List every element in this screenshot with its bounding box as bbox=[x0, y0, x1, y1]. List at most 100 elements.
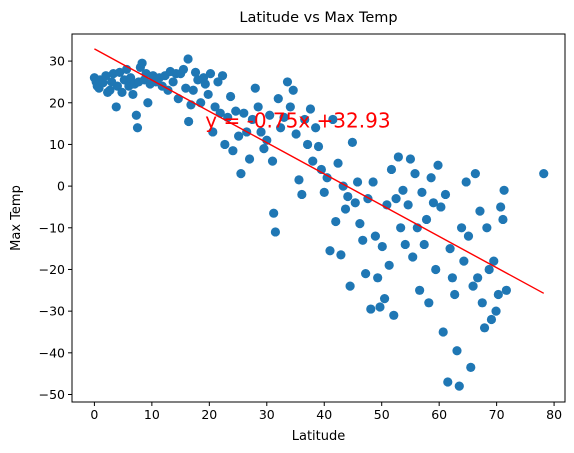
data-point bbox=[405, 154, 416, 164]
data-point bbox=[436, 202, 446, 212]
data-point bbox=[350, 198, 360, 208]
data-point bbox=[479, 323, 490, 333]
data-point bbox=[322, 173, 332, 183]
y-tick-label: 0 bbox=[57, 179, 65, 194]
data-point bbox=[297, 189, 307, 200]
data-point bbox=[368, 177, 378, 187]
data-point bbox=[352, 177, 363, 187]
data-point bbox=[456, 223, 467, 233]
data-point bbox=[345, 281, 355, 291]
x-tick-label: 50 bbox=[374, 407, 390, 422]
chart-title: Latitude vs Max Temp bbox=[239, 10, 397, 26]
y-tick-label: −20 bbox=[39, 262, 65, 277]
data-point bbox=[440, 189, 451, 200]
data-point bbox=[265, 110, 275, 120]
data-point bbox=[386, 164, 397, 175]
data-point bbox=[117, 87, 127, 97]
data-point bbox=[489, 256, 499, 266]
data-point bbox=[447, 273, 457, 283]
data-point bbox=[236, 169, 246, 179]
data-point bbox=[459, 256, 469, 266]
data-point bbox=[225, 91, 236, 102]
data-point bbox=[331, 216, 341, 227]
data-point bbox=[491, 306, 501, 316]
data-point bbox=[115, 67, 125, 77]
data-point bbox=[499, 185, 509, 195]
data-point bbox=[288, 85, 298, 95]
data-point bbox=[347, 137, 357, 147]
regression-line bbox=[94, 48, 545, 294]
data-point bbox=[256, 127, 266, 137]
data-point bbox=[137, 58, 147, 68]
ticks: 0 10 20 30 40 50 60 70 80 −50 −40 −30 −20 −10 0 10 20 30 bbox=[39, 54, 562, 422]
data-point bbox=[415, 285, 425, 295]
data-point bbox=[173, 94, 183, 104]
scatter-points bbox=[89, 54, 549, 391]
data-point bbox=[184, 116, 194, 127]
data-point bbox=[379, 294, 390, 304]
regression-equation-label: y = -0.75x +32.93 bbox=[205, 109, 390, 133]
data-point bbox=[319, 187, 329, 197]
y-tick-label: 30 bbox=[49, 54, 65, 69]
x-tick-label: 10 bbox=[144, 407, 160, 422]
data-point bbox=[168, 77, 178, 87]
data-point bbox=[300, 114, 310, 125]
data-point bbox=[486, 314, 497, 325]
data-point bbox=[426, 173, 436, 183]
data-point bbox=[208, 127, 218, 137]
data-point bbox=[419, 239, 429, 250]
data-point bbox=[484, 264, 494, 275]
x-tick-label: 30 bbox=[259, 407, 275, 422]
y-tick-label: −50 bbox=[39, 387, 65, 402]
data-point bbox=[101, 71, 111, 81]
data-point bbox=[203, 89, 213, 100]
data-point bbox=[445, 244, 455, 254]
y-tick-label: −10 bbox=[39, 220, 65, 235]
data-point bbox=[463, 231, 474, 241]
data-point bbox=[253, 102, 263, 112]
data-point bbox=[220, 139, 230, 150]
data-point bbox=[393, 152, 403, 162]
data-point bbox=[131, 110, 141, 120]
data-point bbox=[302, 139, 313, 150]
data-point bbox=[421, 214, 432, 225]
plot-frame bbox=[71, 33, 566, 403]
data-point bbox=[470, 169, 480, 179]
data-point bbox=[450, 289, 460, 300]
data-point bbox=[428, 198, 439, 208]
data-point bbox=[259, 144, 269, 154]
data-point bbox=[128, 89, 138, 100]
data-point bbox=[143, 98, 153, 108]
x-tick-label: 60 bbox=[431, 407, 447, 422]
data-point bbox=[373, 273, 383, 283]
data-point bbox=[239, 108, 249, 118]
data-point bbox=[477, 298, 487, 308]
data-point bbox=[178, 64, 189, 75]
data-point bbox=[234, 131, 244, 141]
data-point bbox=[285, 102, 295, 112]
data-point bbox=[305, 104, 316, 114]
data-point bbox=[389, 310, 399, 320]
data-point bbox=[267, 156, 278, 166]
data-point bbox=[200, 79, 210, 89]
data-point bbox=[468, 281, 478, 291]
data-point bbox=[247, 114, 258, 125]
data-point bbox=[408, 252, 418, 262]
x-tick-label: 40 bbox=[316, 407, 332, 422]
data-point bbox=[431, 264, 441, 275]
data-point bbox=[188, 85, 198, 95]
data-point bbox=[375, 302, 385, 312]
data-point bbox=[228, 146, 238, 156]
data-point bbox=[210, 102, 220, 112]
data-point bbox=[282, 77, 293, 87]
data-point bbox=[269, 208, 279, 218]
data-point bbox=[361, 269, 371, 279]
data-point bbox=[452, 346, 462, 356]
data-point bbox=[384, 260, 394, 270]
data-point bbox=[366, 304, 376, 314]
data-point bbox=[482, 223, 492, 233]
data-point bbox=[111, 102, 121, 112]
data-point bbox=[358, 235, 368, 245]
data-point bbox=[398, 185, 408, 195]
data-point bbox=[275, 123, 286, 133]
